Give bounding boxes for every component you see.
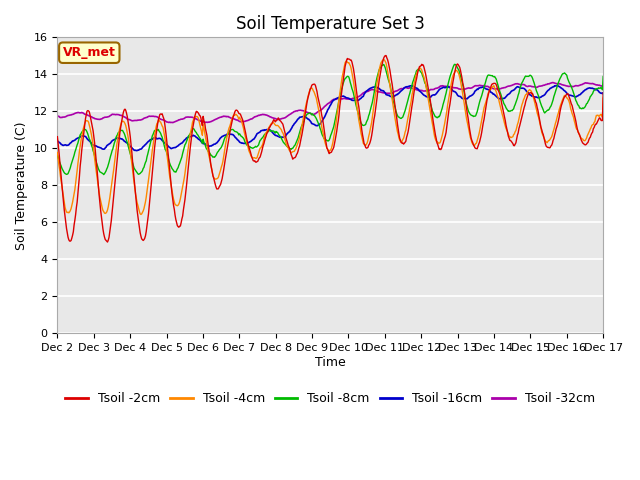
Tsoil -4cm bbox=[205, 151, 212, 156]
Tsoil -32cm bbox=[63, 113, 71, 119]
Legend: Tsoil -2cm, Tsoil -4cm, Tsoil -8cm, Tsoil -16cm, Tsoil -32cm: Tsoil -2cm, Tsoil -4cm, Tsoil -8cm, Tsoi… bbox=[61, 387, 600, 410]
Tsoil -2cm bbox=[414, 68, 422, 74]
Tsoil -2cm bbox=[104, 239, 111, 245]
Tsoil -16cm bbox=[205, 143, 212, 149]
Tsoil -16cm bbox=[132, 148, 140, 154]
Tsoil -4cm bbox=[398, 139, 406, 144]
Tsoil -16cm bbox=[413, 85, 421, 91]
Tsoil -8cm bbox=[599, 73, 607, 79]
Tsoil -8cm bbox=[120, 131, 128, 136]
Tsoil -32cm bbox=[120, 114, 127, 120]
Tsoil -4cm bbox=[414, 67, 422, 73]
Tsoil -32cm bbox=[413, 87, 421, 93]
Tsoil -32cm bbox=[169, 120, 177, 125]
Tsoil -4cm bbox=[120, 119, 127, 124]
Tsoil -16cm bbox=[599, 90, 607, 96]
Tsoil -2cm bbox=[63, 230, 71, 236]
Tsoil -16cm bbox=[54, 138, 61, 144]
Tsoil -32cm bbox=[549, 80, 557, 85]
Tsoil -4cm bbox=[176, 199, 184, 205]
Tsoil -2cm bbox=[205, 144, 212, 149]
Line: Tsoil -2cm: Tsoil -2cm bbox=[58, 56, 603, 242]
Tsoil -8cm bbox=[451, 61, 458, 67]
Tsoil -8cm bbox=[413, 67, 421, 73]
Tsoil -8cm bbox=[100, 172, 108, 178]
Tsoil -2cm bbox=[398, 140, 406, 146]
Tsoil -16cm bbox=[554, 83, 561, 88]
Tsoil -2cm bbox=[382, 53, 390, 59]
Text: VR_met: VR_met bbox=[63, 46, 116, 59]
Tsoil -8cm bbox=[205, 149, 212, 155]
Tsoil -32cm bbox=[205, 119, 212, 125]
Tsoil -32cm bbox=[397, 86, 405, 92]
Tsoil -2cm bbox=[54, 134, 61, 140]
Line: Tsoil -16cm: Tsoil -16cm bbox=[58, 85, 603, 151]
Tsoil -8cm bbox=[397, 116, 405, 121]
Tsoil -8cm bbox=[54, 152, 61, 158]
Line: Tsoil -4cm: Tsoil -4cm bbox=[58, 60, 603, 215]
Tsoil -2cm bbox=[599, 90, 607, 96]
Tsoil -4cm bbox=[54, 150, 61, 156]
Tsoil -4cm bbox=[599, 95, 607, 101]
Tsoil -16cm bbox=[63, 143, 71, 148]
X-axis label: Time: Time bbox=[315, 356, 346, 369]
Line: Tsoil -32cm: Tsoil -32cm bbox=[58, 83, 603, 122]
Tsoil -4cm bbox=[380, 57, 388, 62]
Tsoil -16cm bbox=[397, 88, 405, 94]
Tsoil -2cm bbox=[176, 223, 184, 229]
Tsoil -8cm bbox=[63, 171, 71, 177]
Tsoil -16cm bbox=[120, 137, 127, 143]
Tsoil -16cm bbox=[176, 142, 184, 147]
Tsoil -4cm bbox=[63, 210, 71, 216]
Line: Tsoil -8cm: Tsoil -8cm bbox=[58, 64, 603, 175]
Tsoil -2cm bbox=[120, 107, 128, 113]
Title: Soil Temperature Set 3: Soil Temperature Set 3 bbox=[236, 15, 425, 33]
Tsoil -8cm bbox=[176, 160, 184, 166]
Tsoil -4cm bbox=[137, 212, 145, 217]
Tsoil -32cm bbox=[176, 117, 184, 123]
Tsoil -32cm bbox=[599, 83, 607, 88]
Tsoil -32cm bbox=[54, 113, 61, 119]
Y-axis label: Soil Temperature (C): Soil Temperature (C) bbox=[15, 121, 28, 250]
